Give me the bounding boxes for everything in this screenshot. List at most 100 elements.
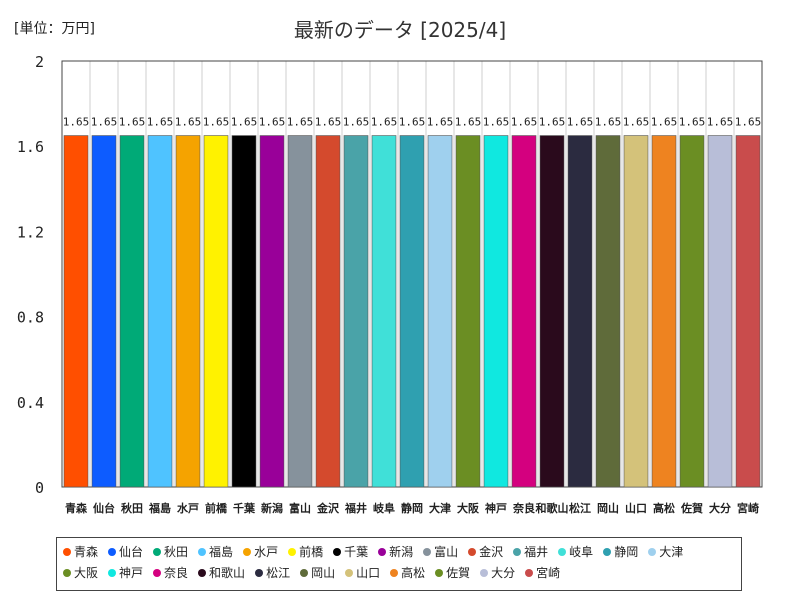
bar [483,135,509,488]
data-label: 1.65 [203,116,230,129]
legend-label: 富山 [434,545,459,559]
legend-label: 和歌山 [209,566,246,580]
data-label: 1.65 [399,116,426,129]
legend-item: 青森 [63,541,98,562]
legend-label: 仙台 [119,545,144,559]
data-label: 1.65 [343,116,370,129]
legend-swatch [198,547,207,556]
data-label: 1.65 [483,116,510,129]
bar [147,135,173,488]
legend-item: 前橋 [288,541,323,562]
legend-label: 福井 [524,545,549,559]
legend-label: 秋田 [164,545,189,559]
x-tick-label: 大分 [709,501,731,515]
legend-item: 静岡 [603,541,638,562]
x-tick-label: 新潟 [261,501,283,515]
chart-title: 最新のデータ [2025/4] [293,18,507,42]
legend-label: 高松 [401,566,426,580]
data-label: 1.65 [623,116,650,129]
y-tick-label: 0 [35,479,44,497]
legend-item: 金沢 [468,541,503,562]
data-label: 1.65 [119,116,146,129]
legend-label: 松江 [266,566,291,580]
bar [371,135,397,488]
x-tick-label: 水戸 [177,501,199,515]
data-label: 1.65 [539,116,566,129]
legend-swatch [63,547,71,556]
x-tick-label: 奈良 [512,501,535,515]
legend-item: 福井 [513,541,548,562]
y-tick-label: 2 [35,53,44,71]
legend-label: 宮崎 [536,566,561,580]
data-label: 1.65 [231,116,258,129]
legend-label: 岐阜 [569,545,594,559]
legend-label: 前橋 [299,545,324,559]
legend-item: 大津 [648,541,683,562]
x-tick-label: 福井 [344,501,367,515]
unit-label: [単位：万円] [14,21,95,37]
legend-swatch [63,568,71,577]
bar-chart: 0 0.4 0.8 1.2 1.6 2 1.65 青森 1.65 仙台 1.65 秋田 1.65 福島 1.… [17,53,763,515]
x-tick-label: 金沢 [316,501,340,515]
legend-label: 新潟 [389,545,414,559]
bar [455,135,481,488]
bar [287,135,313,488]
x-tick-label: 松江 [569,501,591,515]
x-tick-label: 静岡 [401,501,423,515]
bar [595,135,621,488]
legend-swatch [513,547,522,556]
legend-item: 仙台 [108,541,143,562]
bar [259,135,285,488]
legend-item: 新潟 [378,541,413,562]
y-tick-label: 1.6 [17,138,44,156]
data-label: 1.65 [259,116,286,129]
x-tick-label: 大津 [429,501,451,515]
bar [707,135,733,488]
legend-label: 大阪 [74,566,99,580]
legend-swatch [603,547,612,556]
legend-swatch [345,568,354,577]
data-label: 1.65 [147,116,174,129]
bar [91,135,117,488]
data-label: 1.65 [371,116,398,129]
legend-item: 大分 [480,562,515,583]
bar [511,135,537,488]
legend-swatch [378,547,387,556]
legend-item: 和歌山 [198,562,245,583]
data-label: 1.65 [651,116,678,129]
legend-label: 大津 [659,545,684,559]
bar [567,135,593,488]
legend-label: 青森 [74,545,99,559]
legend-swatch [153,568,162,577]
x-tick-label: 岡山 [597,501,619,515]
bar [735,135,761,488]
bar [427,135,453,488]
legend-item: 福島 [198,541,233,562]
data-label: 1.65 [679,116,706,129]
x-tick-label: 佐賀 [680,501,703,515]
bar [63,135,89,488]
bar [315,135,341,488]
bar [343,135,369,488]
data-label: 1.65 [91,116,118,129]
legend-swatch [558,547,567,556]
legend-item: 山口 [345,562,380,583]
legend-label: 岡山 [311,566,336,580]
y-tick-label: 0.4 [17,394,44,412]
legend-swatch [108,547,117,556]
x-tick-label: 神戸 [485,501,507,515]
legend-label: 水戸 [254,545,279,559]
x-tick-label: 大阪 [457,501,480,515]
x-tick-label: 千葉 [233,501,256,515]
legend-item: 秋田 [153,541,188,562]
legend-label: 神戸 [119,566,144,580]
legend-swatch [435,568,444,577]
data-label: 1.65 [455,116,482,129]
legend-swatch [525,568,534,577]
x-tick-label: 前橋 [205,501,228,515]
y-tick-label: 0.8 [17,309,44,327]
bar [623,135,649,488]
legend-label: 静岡 [614,545,639,559]
legend-item: 高松 [390,562,425,583]
legend-swatch [468,547,477,556]
